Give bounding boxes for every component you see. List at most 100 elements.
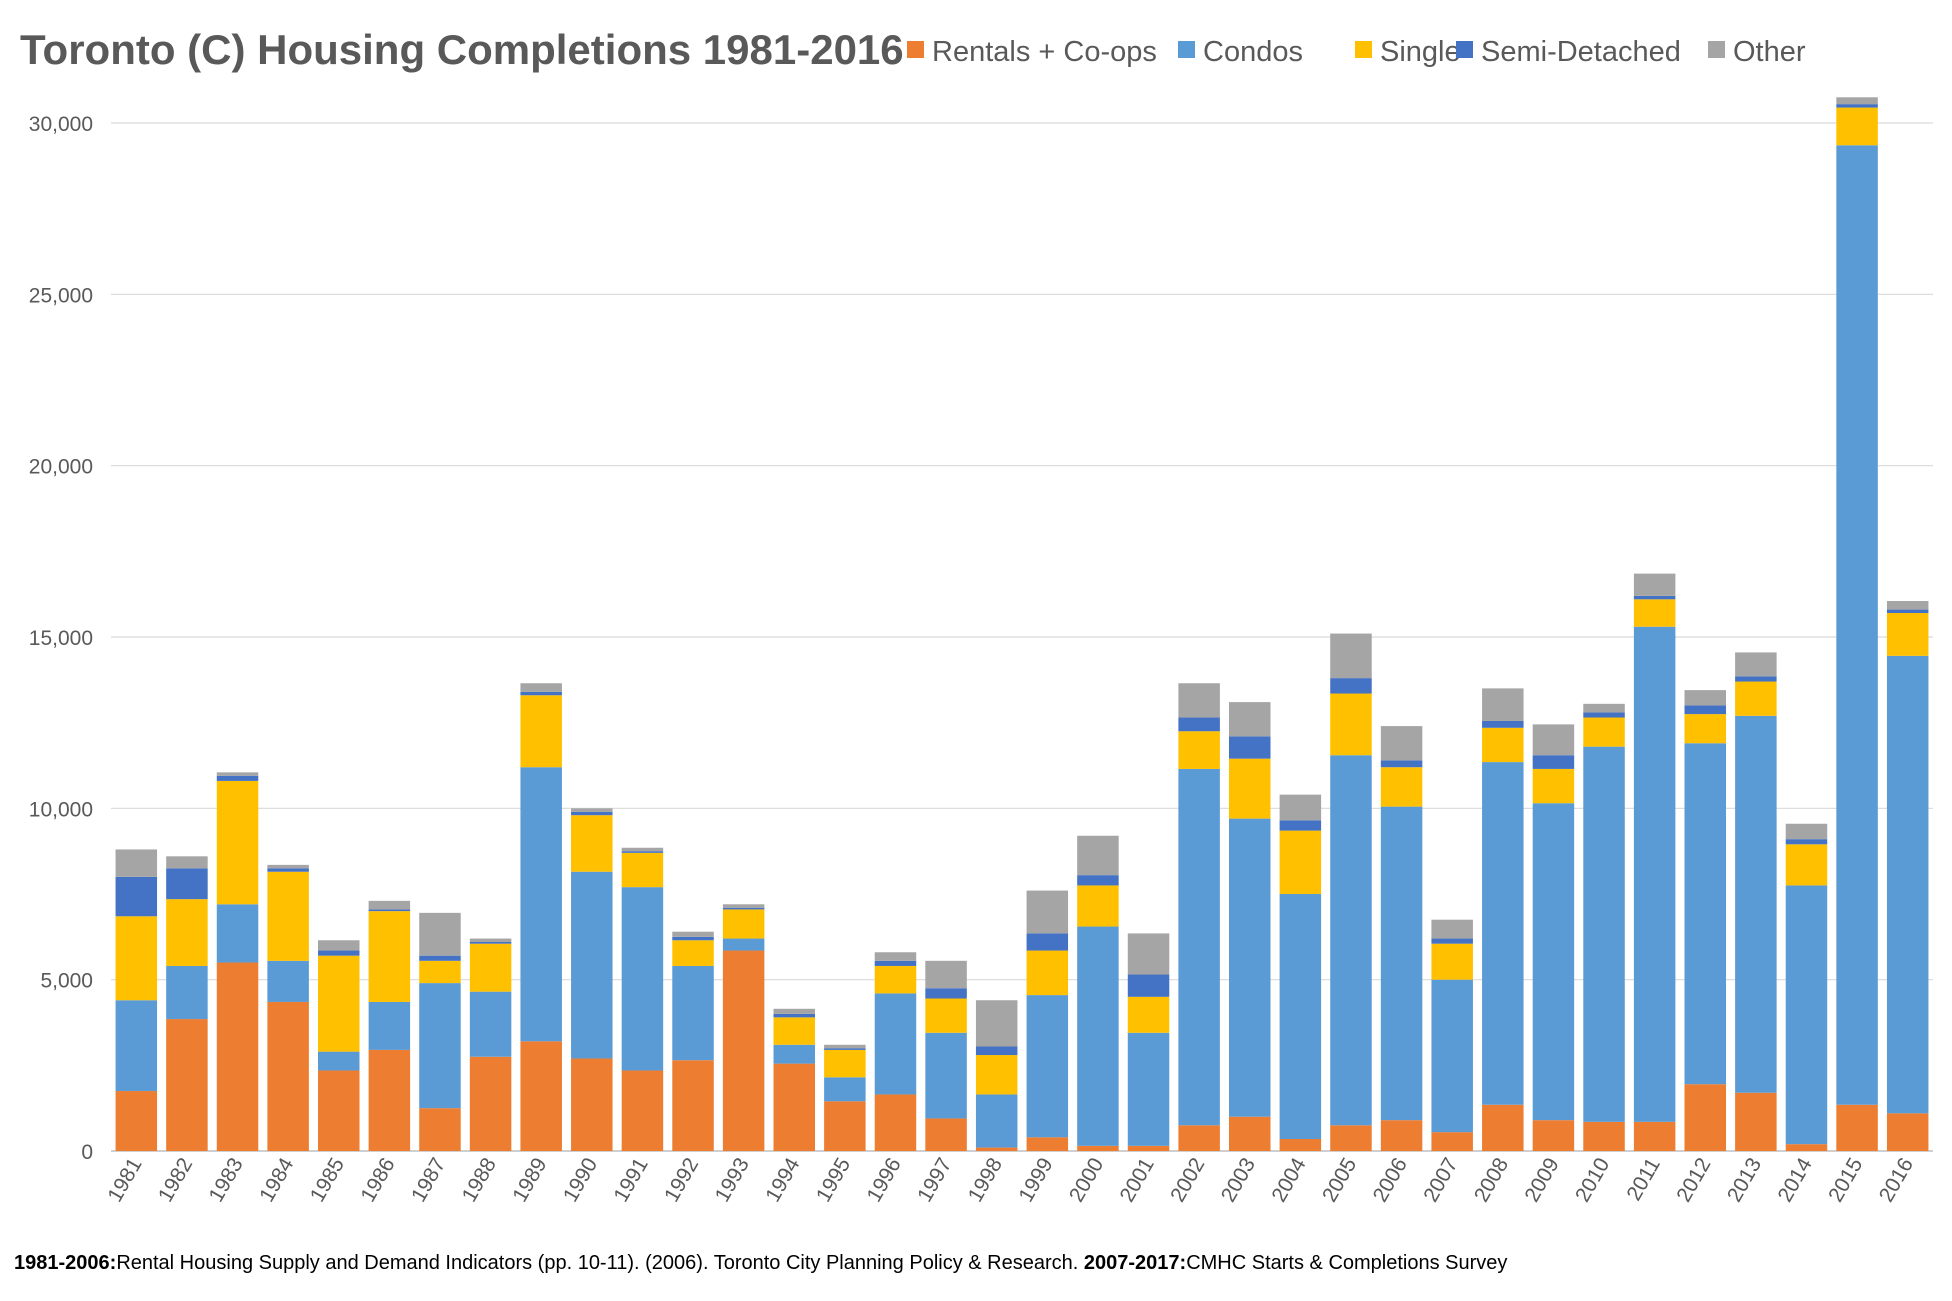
bar-segment (1279, 1139, 1322, 1151)
y-tick-label: 5,000 (40, 970, 93, 993)
legend-swatch (907, 41, 924, 58)
bar-segment (216, 904, 259, 963)
bar-segment (368, 900, 411, 910)
bar-segment (1279, 830, 1322, 894)
source-label-2007-2017: 2007-2017: (1083, 1252, 1187, 1274)
bar-segment (368, 1001, 411, 1050)
bar-segment (672, 936, 714, 941)
bar-segment (824, 1049, 866, 1078)
x-tick-label: 2010 (1571, 1154, 1614, 1206)
bar-segment (469, 938, 512, 942)
bar-segment (925, 1032, 967, 1119)
bar-segment (1633, 599, 1676, 627)
bar-segment (1380, 767, 1423, 807)
bar-segment (1735, 715, 1777, 1093)
bar-segment (1279, 894, 1322, 1140)
bar-segment (975, 1055, 1018, 1095)
bar-segment (1583, 746, 1625, 1122)
legend-swatch (1178, 41, 1195, 58)
bar-segment (571, 871, 613, 1059)
bar-segment (1735, 676, 1777, 682)
bar-segment (975, 1147, 1018, 1151)
bar-segment (1380, 806, 1423, 1121)
bar-segment (1886, 601, 1929, 610)
x-tick-label: 1981 (103, 1154, 146, 1206)
bar-segment (318, 955, 360, 1052)
y-tick-label: 10,000 (29, 798, 93, 821)
x-tick-label: 1994 (761, 1154, 804, 1206)
bar-segment (318, 1051, 360, 1071)
bar-segment (722, 909, 765, 939)
bar-segment (1380, 760, 1423, 768)
y-tick-label: 15,000 (29, 627, 93, 650)
bar-segment (824, 1048, 866, 1050)
x-tick-label: 1996 (863, 1154, 906, 1206)
x-tick-label: 2011 (1622, 1154, 1665, 1205)
x-tick-label: 1992 (660, 1154, 703, 1206)
x-tick-label: 2007 (1419, 1154, 1462, 1206)
bar-segment (1431, 943, 1473, 980)
bar-segment (166, 965, 208, 1020)
bar-segment (115, 1000, 158, 1092)
bar-segment (1735, 681, 1777, 716)
bar-segment (1431, 919, 1473, 939)
gridlines (111, 122, 1933, 1152)
bar-segment (773, 1013, 815, 1018)
legend-swatch (1355, 41, 1372, 58)
bar-segment (368, 909, 411, 912)
bar-segment (975, 1000, 1018, 1047)
bar-segment (419, 983, 461, 1109)
bar-segment (1077, 885, 1119, 927)
bar-segment (166, 868, 208, 900)
bar-segment (1532, 724, 1575, 756)
bar-segment (267, 864, 309, 869)
legend-label: Other (1733, 36, 1806, 68)
bar-segment (419, 912, 461, 956)
bar-segment (1482, 762, 1524, 1105)
bar-segment (520, 1041, 562, 1151)
bar-segment (1279, 794, 1322, 821)
bar-segment (672, 931, 714, 937)
y-tick-label: 25,000 (29, 284, 93, 307)
legend-swatch (1708, 41, 1725, 58)
legend-label: Condos (1203, 36, 1303, 68)
bar-segment (672, 965, 714, 1061)
bar-segment (722, 950, 765, 1151)
bar-segment (469, 991, 512, 1057)
bar-segment (874, 1094, 917, 1151)
x-tick-label: 1983 (205, 1154, 248, 1206)
bar-segment (1026, 1137, 1069, 1151)
x-tick-label: 2012 (1672, 1154, 1715, 1206)
bar-segment (520, 767, 562, 1042)
bar-segment (1785, 823, 1828, 840)
bar-segment (621, 1070, 664, 1151)
x-tick-label: 2013 (1723, 1154, 1766, 1206)
x-tick-label: 2008 (1470, 1154, 1513, 1206)
bar-segment (874, 993, 917, 1095)
bar-segment (1785, 1144, 1828, 1151)
x-tick-label: 2004 (1267, 1154, 1310, 1206)
y-tick-label: 20,000 (29, 456, 93, 479)
legend-swatch (1456, 41, 1473, 58)
bar-segment (1229, 818, 1271, 1117)
bar-segment (1330, 1125, 1372, 1151)
x-tick-label: 2009 (1520, 1154, 1563, 1206)
bar-segment (1127, 1145, 1170, 1151)
bar-segment (722, 938, 765, 951)
bar-segment (1785, 839, 1828, 845)
bar-segment (1886, 609, 1929, 614)
bar-segment (166, 856, 208, 869)
x-tick-label: 1999 (1014, 1154, 1057, 1206)
bar-segment (115, 849, 158, 877)
bar-segment (1684, 714, 1726, 744)
bar-segment (115, 916, 158, 1001)
legend-label: Semi-Detached (1481, 36, 1681, 68)
source-text-1981-2006: Rental Housing Supply and Demand Indicat… (116, 1252, 1079, 1274)
bar-segment (1178, 683, 1220, 718)
x-tick-label: 1990 (559, 1154, 602, 1206)
bar-segment (1482, 727, 1524, 763)
bar-segment (1532, 803, 1575, 1121)
bar-segment (216, 962, 259, 1151)
bar-segment (1532, 1120, 1575, 1151)
bar-segment (1026, 933, 1069, 951)
